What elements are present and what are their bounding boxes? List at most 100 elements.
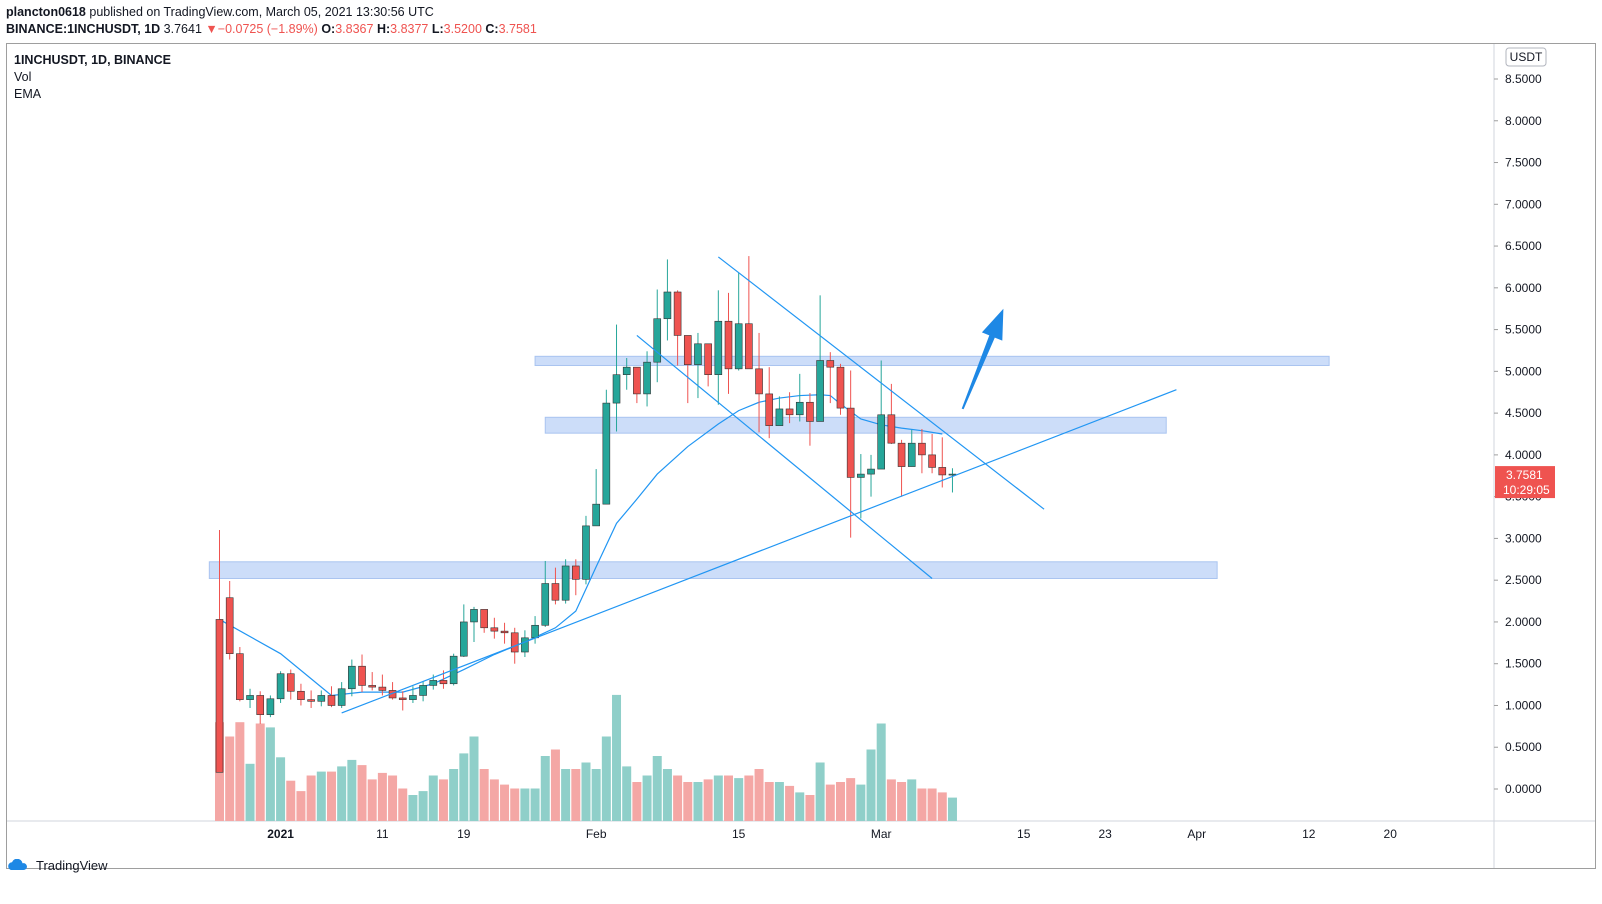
candle-body: [785, 408, 794, 416]
volume-bar: [785, 785, 795, 821]
candle-body: [592, 503, 600, 527]
volume-bar: [326, 771, 336, 821]
candle-body: [612, 374, 621, 404]
volume-bar: [347, 759, 357, 821]
volume-bar: [530, 788, 540, 821]
volume-bar: [245, 763, 255, 821]
author-name[interactable]: plancton0618: [6, 5, 86, 19]
candle-body: [521, 637, 529, 653]
bullish-arrow-icon: [961, 308, 1004, 410]
candle-body: [724, 320, 733, 370]
candle-body: [276, 673, 285, 700]
volume-bar: [825, 784, 835, 821]
legend-symbol[interactable]: 1INCHUSDT, 1D, BINANCE: [14, 53, 171, 67]
zones-layer: [208, 355, 1330, 580]
time-tick-label: Feb: [586, 827, 607, 841]
close-value: 3.7581: [498, 22, 537, 36]
candle-body: [510, 632, 519, 653]
volume-bar: [438, 779, 448, 821]
down-triangle-icon: ▼: [205, 22, 218, 36]
candle-body: [673, 291, 682, 336]
volume-bar: [581, 762, 591, 821]
candle-body: [225, 597, 234, 654]
candle-body: [836, 366, 845, 409]
open-value: 3.8367: [335, 22, 374, 36]
volume-bar: [795, 792, 805, 821]
last-value: 3.7641: [163, 22, 202, 36]
volume-bar: [907, 779, 917, 821]
candle-body: [846, 407, 855, 478]
price-tick-label: 1.5000: [1505, 657, 1542, 671]
volume-bar: [418, 791, 428, 821]
publish-info: plancton0618 published on TradingView.co…: [6, 5, 434, 19]
candle-body: [582, 525, 590, 580]
low-label: L:: [431, 22, 444, 36]
candle-body: [826, 360, 835, 368]
candle-body: [480, 609, 488, 629]
candle-body: [439, 680, 448, 685]
footer-brand[interactable]: TradingView: [8, 858, 108, 873]
countdown-label: 10:29:05: [1503, 483, 1550, 497]
volume-bar: [357, 765, 367, 821]
candle-body: [348, 665, 356, 690]
volume-bar: [632, 782, 642, 821]
trendline-1: [341, 389, 1177, 714]
candle-body: [653, 318, 662, 363]
candle-body: [867, 468, 875, 475]
candle-body: [429, 680, 438, 686]
volume-bar: [774, 782, 784, 821]
open-label: O:: [321, 22, 336, 36]
volume-bar: [886, 779, 896, 821]
volume-bar: [449, 769, 459, 821]
volume-bar: [235, 722, 245, 821]
candle-body: [643, 361, 651, 395]
candle-body: [358, 665, 366, 686]
ohlc-bar: BINANCE:1INCHUSDT, 1D 3.7641 ▼−0.0725 (−…: [6, 22, 537, 36]
volume-bar: [296, 791, 306, 821]
volume-bar: [500, 784, 510, 821]
volume-bar: [713, 775, 723, 821]
volume-bar: [835, 782, 845, 821]
change-value: −0.0725 (−1.89%): [217, 22, 318, 36]
brand-name: TradingView: [36, 858, 108, 873]
candle-body: [907, 442, 916, 467]
volume-bar: [225, 736, 235, 821]
volume-bar: [398, 788, 408, 821]
volume-bar: [734, 778, 744, 821]
candle-body: [694, 343, 702, 365]
volume-bar: [388, 775, 398, 821]
time-tick-label: 15: [1017, 827, 1031, 841]
volume-bar: [744, 775, 754, 821]
candle-body: [470, 609, 478, 623]
volume-bar: [367, 779, 377, 821]
candle-body: [571, 565, 580, 580]
price-tick-label: 8.0000: [1505, 114, 1542, 128]
legend-vol[interactable]: Vol: [14, 70, 32, 84]
candle-body: [765, 393, 774, 426]
candle-body: [419, 685, 427, 696]
volume-bar: [876, 723, 886, 821]
candle-body: [938, 467, 947, 476]
candles-layer: [215, 256, 957, 773]
legend-ema[interactable]: EMA: [14, 87, 42, 101]
volume-bar: [540, 756, 550, 821]
chart-frame[interactable]: [6, 43, 1596, 869]
volume-bar: [408, 795, 418, 821]
time-tick-label: Mar: [871, 827, 892, 841]
candle-body: [317, 695, 326, 702]
candle-body: [633, 366, 641, 395]
candle-body: [928, 454, 936, 468]
price-tick-label: 5.0000: [1505, 364, 1542, 378]
candle-body: [887, 414, 896, 444]
volume-layer: [215, 694, 957, 821]
volume-bar: [846, 778, 856, 821]
volume-bar: [927, 788, 937, 821]
time-tick-label: Apr: [1187, 827, 1206, 841]
candle-body: [236, 653, 244, 700]
candle-body: [877, 414, 886, 470]
candle-body: [409, 695, 417, 700]
volume-bar: [510, 788, 520, 821]
price-tick-label: 5.5000: [1505, 323, 1542, 337]
candle-body: [398, 697, 407, 700]
